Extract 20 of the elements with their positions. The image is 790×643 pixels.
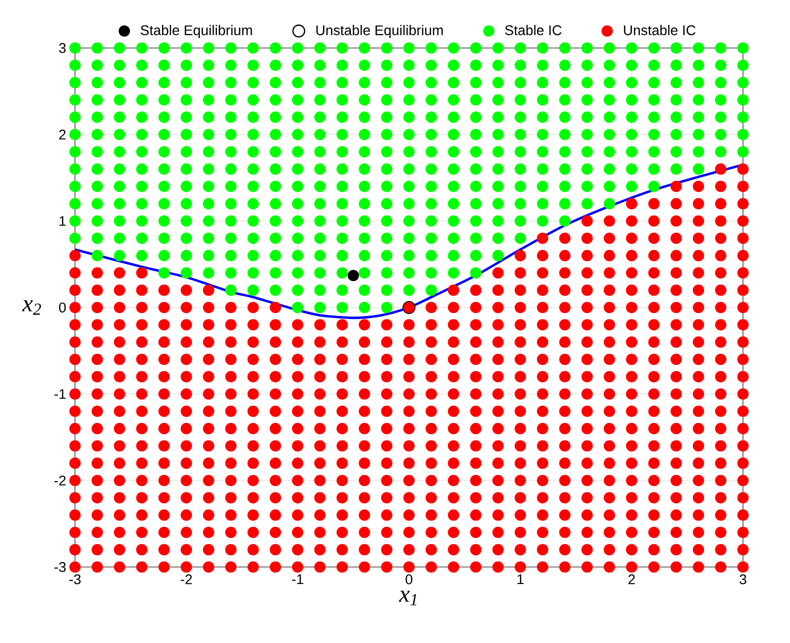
x-axis-title: x$_{1}$	[398, 590, 416, 606]
legend-label: Stable IC	[505, 24, 562, 36]
y-tick-label: -1	[54, 389, 66, 399]
x-tick-label: 2	[628, 574, 635, 584]
y-tick-label: -3	[54, 562, 66, 572]
x-tick-label: -3	[69, 574, 81, 584]
y-tick-label: 0	[59, 302, 66, 312]
y-tick-label: 3	[59, 43, 66, 53]
y-axis-title: x$_{2}$	[22, 300, 41, 315]
x-tick-label: 0	[406, 574, 412, 584]
x-tick-label: -1	[292, 574, 304, 584]
x-tick-label: -2	[180, 574, 192, 584]
y-tick-label: 1	[60, 216, 66, 226]
y-tick-label: -2	[54, 476, 66, 486]
x-tick-label: 3	[740, 574, 746, 584]
legend-label: Unstable Equilibrium	[316, 24, 443, 38]
legend-label: Stable Equilibrium	[140, 24, 252, 38]
legend-label: Unstable IC	[624, 24, 696, 36]
y-tick-label: 2	[59, 130, 66, 140]
x-tick-label: 1	[518, 574, 524, 584]
